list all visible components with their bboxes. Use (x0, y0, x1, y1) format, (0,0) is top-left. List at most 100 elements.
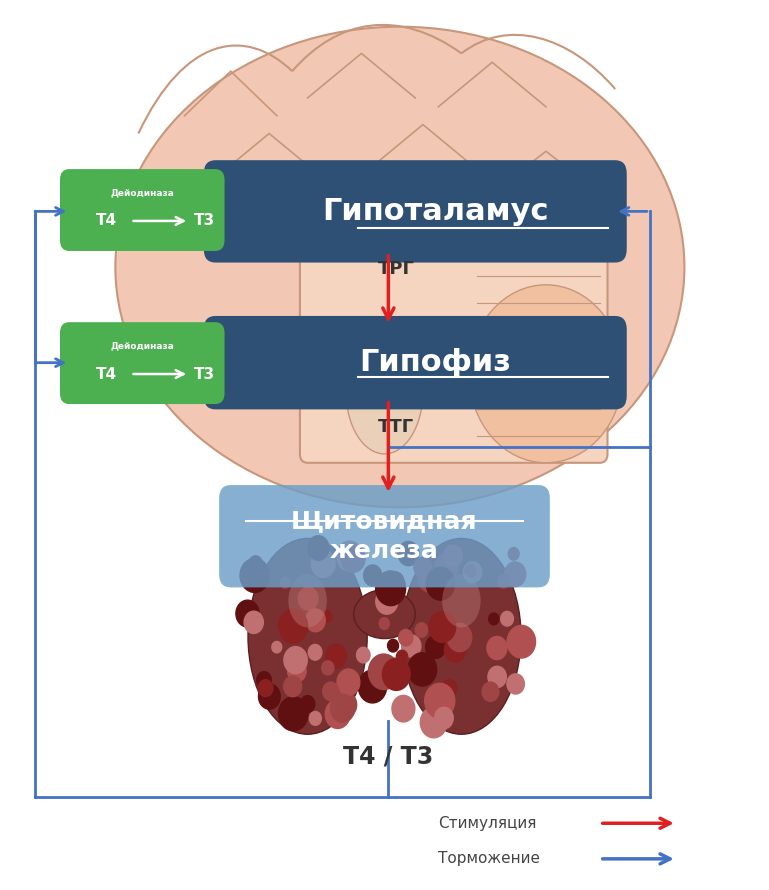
Ellipse shape (346, 329, 423, 454)
Text: Стимуляция: Стимуляция (438, 816, 537, 830)
Ellipse shape (115, 27, 684, 507)
Text: Т3: Т3 (194, 214, 215, 229)
Circle shape (508, 626, 535, 658)
Circle shape (382, 659, 410, 691)
Text: Дейодиназа: Дейодиназа (110, 342, 175, 351)
Circle shape (379, 618, 389, 629)
Circle shape (507, 674, 524, 694)
Circle shape (337, 669, 360, 695)
Text: Гипофиз: Гипофиз (359, 348, 511, 377)
Circle shape (388, 639, 398, 652)
Circle shape (334, 694, 343, 706)
Circle shape (487, 636, 507, 659)
Circle shape (415, 623, 428, 637)
Circle shape (341, 545, 365, 572)
Ellipse shape (469, 285, 623, 463)
Circle shape (364, 565, 381, 586)
Circle shape (284, 676, 301, 697)
Circle shape (298, 587, 318, 610)
Circle shape (323, 682, 338, 700)
Circle shape (424, 684, 454, 718)
Text: Дейодиназа: Дейодиназа (110, 189, 175, 198)
Circle shape (489, 613, 499, 625)
Circle shape (508, 570, 521, 585)
Ellipse shape (248, 538, 368, 734)
Circle shape (301, 696, 315, 712)
Circle shape (418, 568, 439, 592)
Circle shape (501, 611, 514, 626)
FancyBboxPatch shape (60, 322, 225, 404)
Circle shape (392, 695, 414, 722)
Circle shape (426, 567, 454, 600)
Circle shape (271, 642, 281, 653)
Circle shape (331, 694, 355, 722)
Circle shape (434, 708, 453, 729)
Circle shape (368, 654, 399, 690)
FancyBboxPatch shape (300, 249, 608, 463)
Circle shape (507, 629, 529, 655)
Circle shape (421, 707, 447, 738)
Circle shape (337, 541, 363, 571)
Circle shape (309, 711, 321, 725)
Ellipse shape (442, 574, 481, 627)
Circle shape (240, 558, 269, 593)
Circle shape (279, 614, 302, 641)
Text: Т4: Т4 (95, 214, 117, 229)
Text: Т3: Т3 (194, 367, 215, 382)
Text: Гипоталамус: Гипоталамус (322, 197, 548, 226)
FancyBboxPatch shape (219, 485, 550, 587)
Circle shape (429, 611, 456, 643)
Circle shape (435, 553, 458, 579)
Circle shape (408, 652, 437, 686)
Circle shape (442, 680, 457, 697)
Circle shape (444, 545, 462, 566)
Circle shape (257, 672, 271, 689)
Circle shape (334, 692, 357, 718)
Circle shape (444, 637, 466, 662)
Circle shape (249, 556, 262, 571)
Circle shape (508, 547, 519, 560)
Text: Т4 / Т3: Т4 / Т3 (343, 745, 434, 768)
Circle shape (357, 647, 370, 663)
Circle shape (308, 644, 322, 660)
FancyBboxPatch shape (60, 169, 225, 251)
Circle shape (258, 680, 273, 697)
Circle shape (326, 644, 347, 668)
Circle shape (305, 609, 325, 632)
Circle shape (425, 635, 445, 659)
Circle shape (464, 564, 476, 578)
Circle shape (281, 577, 290, 588)
Circle shape (358, 670, 387, 703)
Circle shape (345, 553, 354, 563)
Text: Щитовидная
железа: Щитовидная железа (291, 509, 478, 563)
Circle shape (401, 635, 421, 657)
Circle shape (438, 578, 448, 591)
Circle shape (325, 700, 350, 729)
Circle shape (311, 550, 335, 578)
Text: Т4: Т4 (95, 367, 117, 382)
Circle shape (244, 611, 263, 634)
Circle shape (278, 610, 308, 643)
Ellipse shape (402, 538, 521, 734)
Circle shape (398, 629, 413, 646)
Circle shape (284, 646, 308, 674)
Circle shape (504, 562, 526, 587)
Ellipse shape (354, 589, 415, 639)
FancyBboxPatch shape (204, 160, 627, 263)
Text: ТРГ: ТРГ (378, 260, 414, 278)
Circle shape (498, 575, 509, 588)
Circle shape (321, 611, 331, 622)
Circle shape (375, 570, 406, 606)
Circle shape (488, 667, 506, 688)
Circle shape (315, 546, 325, 557)
Circle shape (464, 562, 481, 583)
FancyBboxPatch shape (204, 316, 627, 409)
Circle shape (308, 536, 329, 561)
Ellipse shape (288, 574, 327, 627)
Circle shape (482, 682, 499, 701)
Circle shape (321, 661, 334, 675)
Circle shape (448, 623, 471, 651)
Circle shape (278, 697, 308, 731)
Circle shape (398, 541, 419, 566)
Circle shape (376, 589, 398, 614)
